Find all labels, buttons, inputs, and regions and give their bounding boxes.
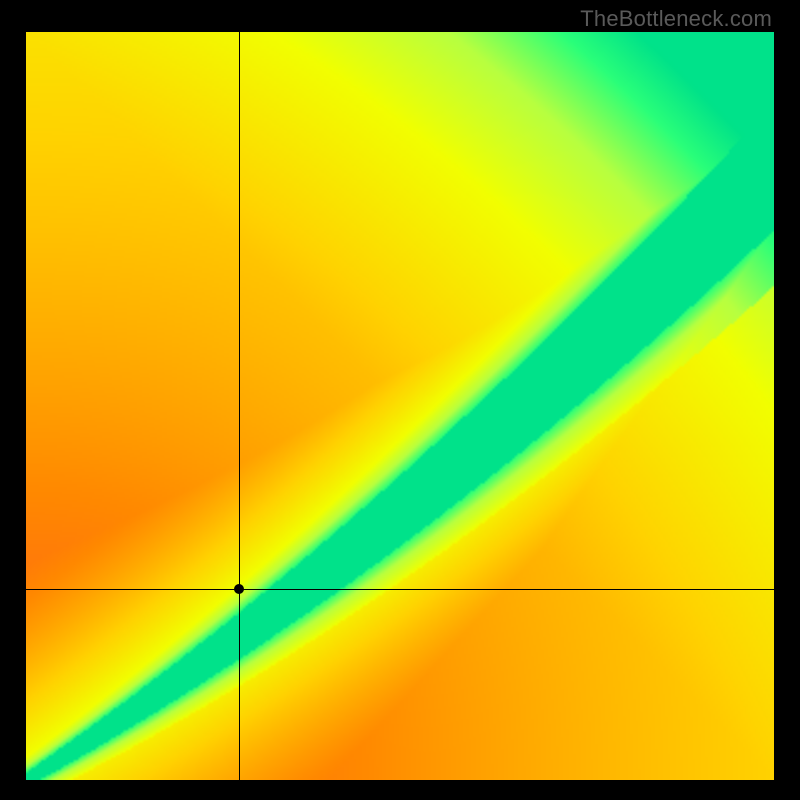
- heatmap-canvas: [26, 32, 774, 780]
- crosshair-vertical: [239, 32, 240, 780]
- watermark-text: TheBottleneck.com: [580, 6, 772, 32]
- chart-frame: TheBottleneck.com: [0, 0, 800, 800]
- crosshair-horizontal: [26, 589, 774, 590]
- plot-area: [26, 32, 774, 780]
